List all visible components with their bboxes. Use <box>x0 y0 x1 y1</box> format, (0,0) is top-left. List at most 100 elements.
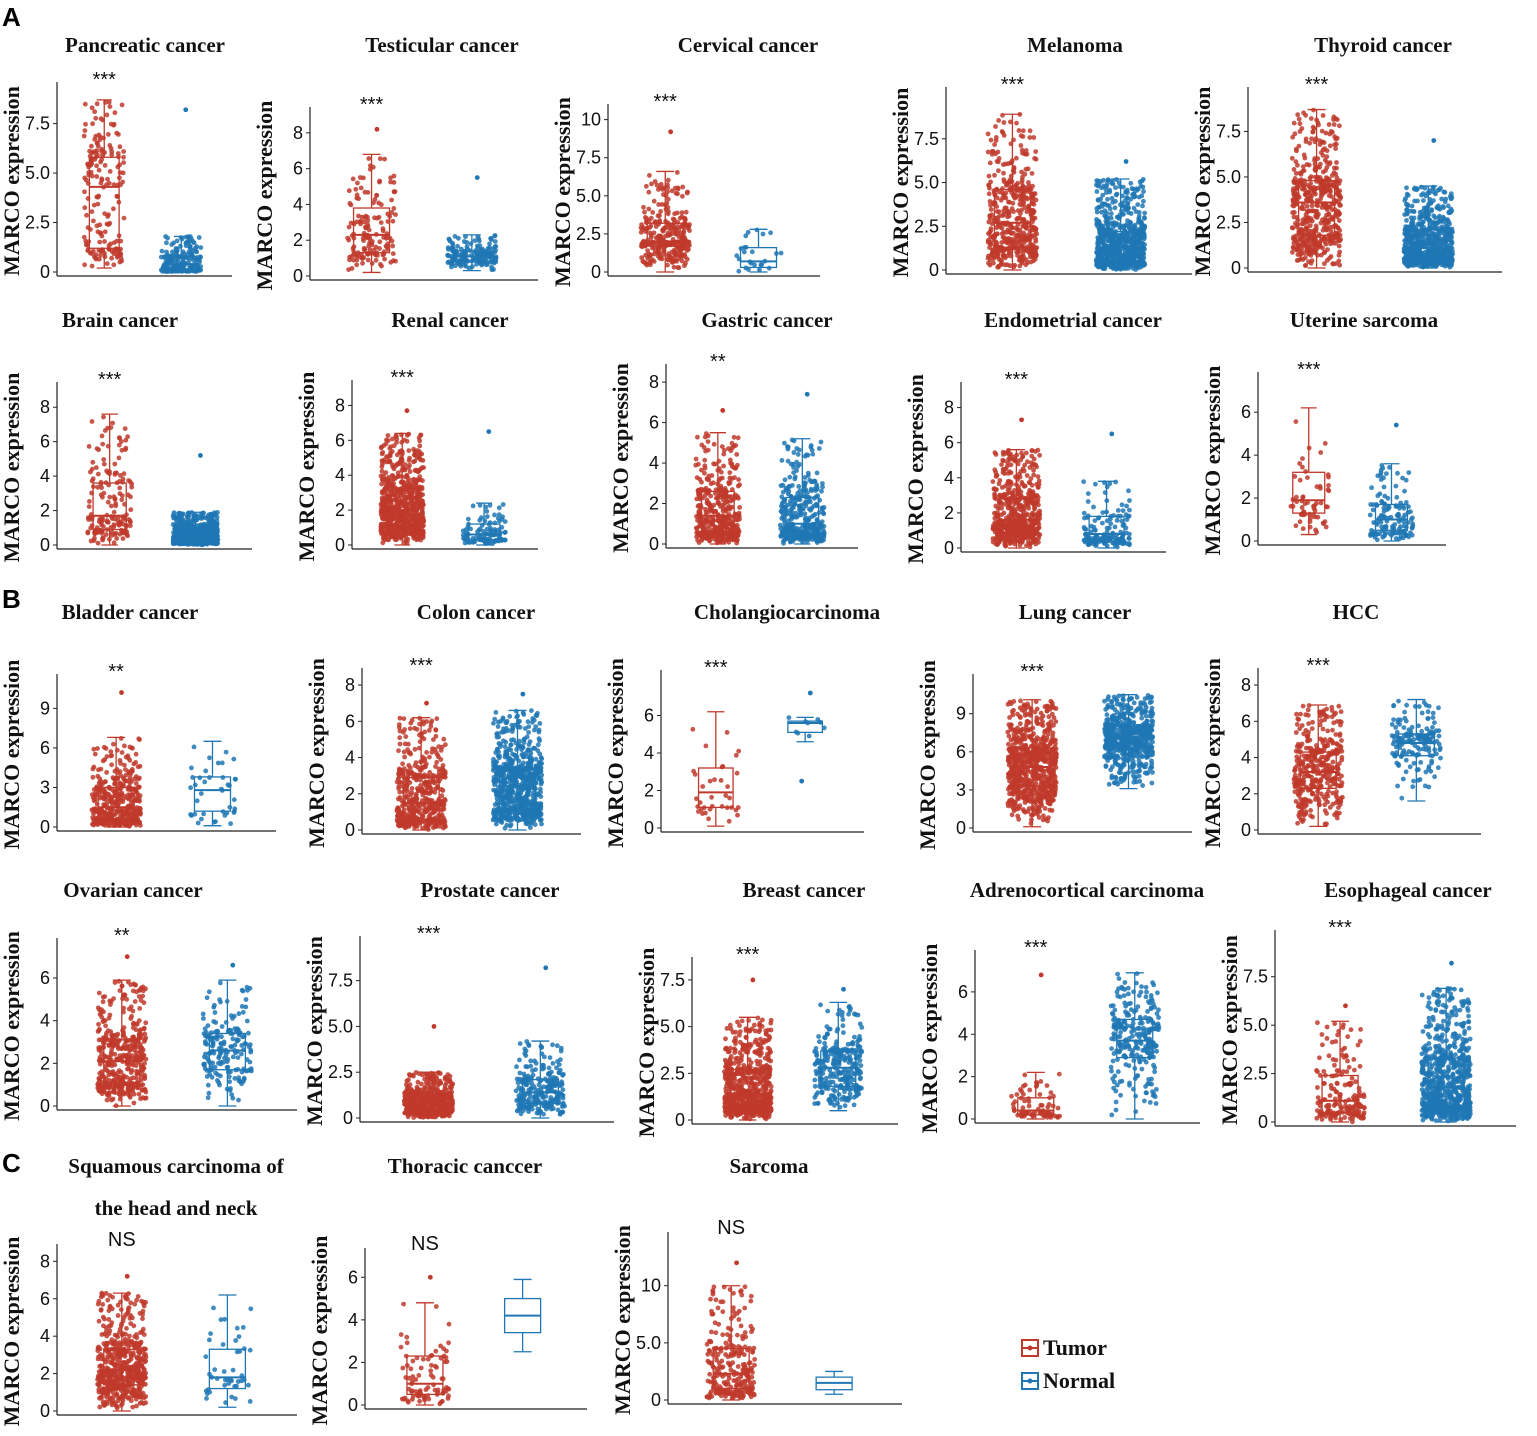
data-point <box>1028 259 1034 265</box>
data-point <box>1139 243 1145 249</box>
data-point <box>1425 252 1431 258</box>
data-point <box>665 177 671 183</box>
data-point <box>1021 201 1027 206</box>
data-point <box>680 193 685 199</box>
data-point <box>1329 173 1335 178</box>
data-point <box>127 518 133 524</box>
data-point <box>1141 198 1146 204</box>
data-point <box>1019 147 1025 153</box>
data-point <box>684 256 690 262</box>
data-point <box>1448 191 1454 197</box>
data-point <box>1412 249 1418 254</box>
data-point <box>1447 250 1453 256</box>
data-point <box>89 105 95 111</box>
data-point <box>1000 235 1006 240</box>
data-point <box>1105 177 1111 183</box>
data-point <box>1418 233 1424 239</box>
data-point <box>994 209 1000 214</box>
data-point <box>1325 247 1330 253</box>
data-point <box>1135 219 1141 225</box>
data-point <box>1025 166 1031 172</box>
data-point <box>111 206 116 212</box>
data-point <box>1295 194 1301 200</box>
data-point <box>1298 182 1304 188</box>
data-point <box>89 263 95 269</box>
data-point <box>346 224 352 230</box>
data-point <box>100 441 106 447</box>
data-point <box>1411 215 1417 221</box>
data-point <box>1011 193 1016 199</box>
y-tick-label: 5.0 <box>1216 167 1241 187</box>
data-point <box>1301 152 1307 158</box>
data-point <box>1429 249 1435 255</box>
data-point <box>1109 195 1115 201</box>
data-point <box>117 144 123 150</box>
data-point <box>1120 253 1126 258</box>
y-tick-label: 7.5 <box>1216 121 1241 141</box>
data-point <box>1448 206 1454 212</box>
data-point <box>1328 241 1333 247</box>
data-point <box>104 112 110 118</box>
data-point <box>760 231 766 237</box>
data-point <box>1291 186 1296 192</box>
data-point <box>1130 235 1136 240</box>
data-point <box>668 257 673 263</box>
data-point <box>1127 219 1133 225</box>
data-point <box>209 511 215 517</box>
chart-title: Thyroid cancer <box>1314 33 1452 57</box>
data-point <box>1109 231 1115 237</box>
data-point <box>1320 113 1326 118</box>
data-point <box>655 213 661 219</box>
data-point <box>682 263 687 269</box>
y-axis-label: MARCO expression <box>888 88 913 278</box>
y-tick-label: 0 <box>1231 258 1241 278</box>
chart-title: Renal cancer <box>391 308 508 332</box>
data-point <box>1290 236 1296 242</box>
data-point <box>641 238 646 244</box>
outlier-point <box>198 453 203 458</box>
data-point <box>1142 215 1147 221</box>
data-point <box>188 246 194 252</box>
data-point <box>1132 194 1138 200</box>
data-point <box>378 220 384 226</box>
data-point <box>354 262 360 268</box>
box-tumor <box>1289 107 1344 269</box>
data-point <box>1404 236 1410 242</box>
data-point <box>647 173 652 178</box>
data-point <box>683 209 689 215</box>
data-point <box>355 180 360 186</box>
data-point <box>672 211 677 217</box>
data-point <box>129 484 135 490</box>
data-point <box>1135 202 1141 208</box>
data-point <box>389 197 394 203</box>
y-tick-label: 8 <box>335 395 345 415</box>
significance-label: *** <box>654 91 678 113</box>
data-point <box>350 176 356 182</box>
data-point <box>110 420 115 426</box>
data-point <box>127 523 133 529</box>
data-point <box>1113 185 1118 191</box>
data-point <box>1113 222 1119 228</box>
data-point <box>1291 203 1297 209</box>
data-point <box>84 212 89 218</box>
y-tick-label: 7.5 <box>914 129 939 149</box>
data-point <box>1327 224 1333 230</box>
data-point <box>1429 257 1435 263</box>
data-point <box>749 249 755 255</box>
data-point <box>92 137 98 142</box>
data-point <box>98 134 103 140</box>
data-point <box>102 163 108 168</box>
data-point <box>1419 192 1424 198</box>
data-point <box>1099 209 1104 215</box>
data-point <box>114 238 120 244</box>
data-point <box>91 538 97 543</box>
data-point <box>119 497 125 503</box>
data-point <box>1299 206 1304 211</box>
data-point <box>190 524 196 529</box>
data-point <box>93 115 99 121</box>
chart-title: Cervical cancer <box>678 33 819 57</box>
data-point <box>1142 223 1148 229</box>
data-point <box>83 238 89 244</box>
data-point <box>1404 259 1409 265</box>
data-point <box>1117 184 1123 189</box>
